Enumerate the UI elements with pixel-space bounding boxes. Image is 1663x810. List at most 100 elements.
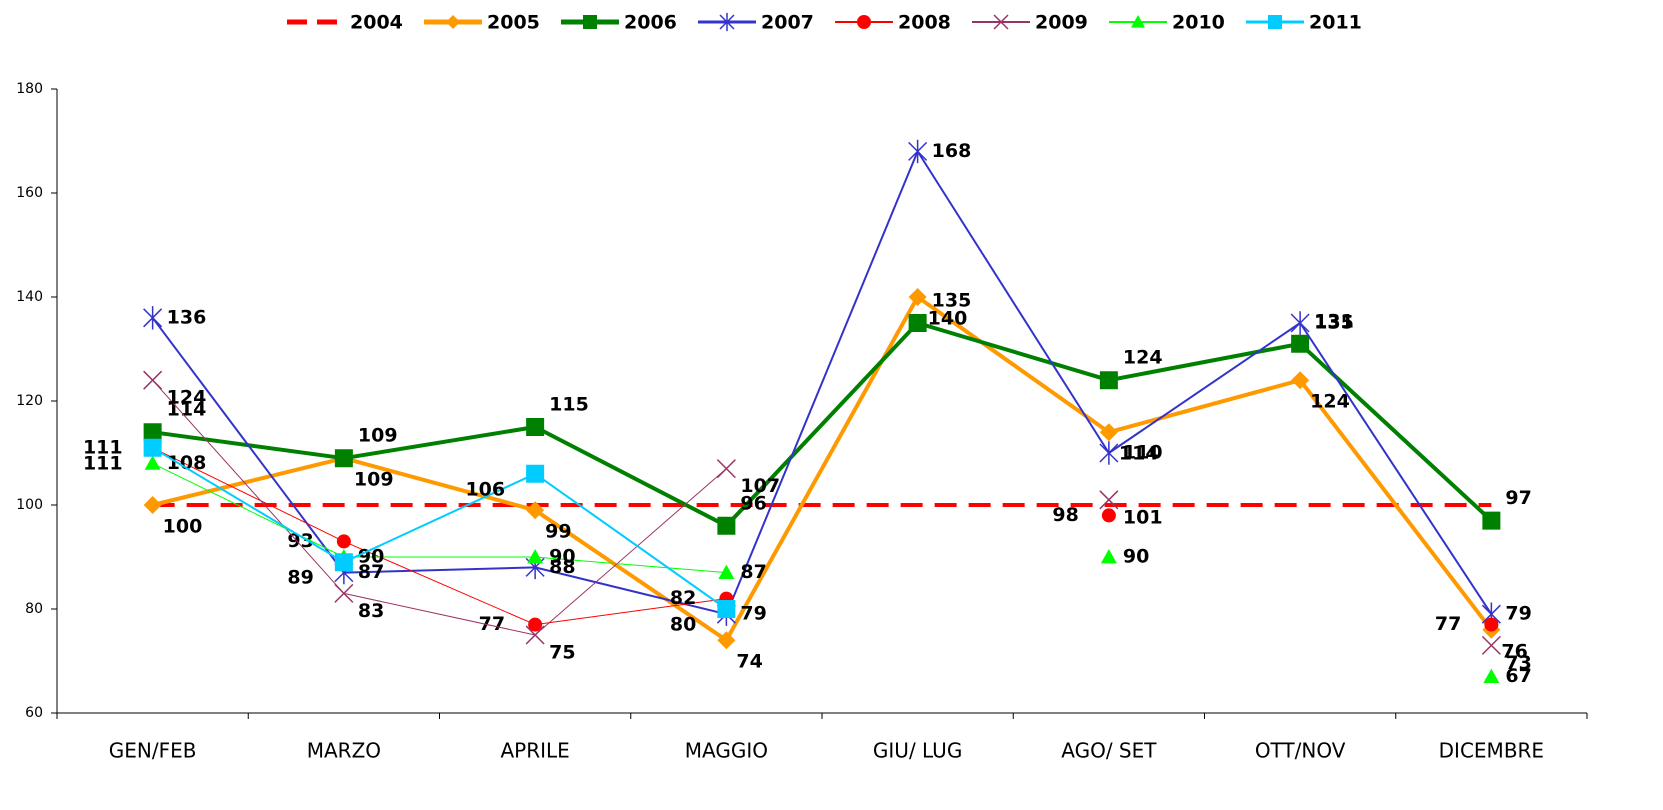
legend-label: 2004 xyxy=(350,12,403,34)
data-point xyxy=(1099,371,1118,390)
data-label: 77 xyxy=(1435,613,1461,635)
legend-marker xyxy=(1131,15,1145,28)
data-label: 124 xyxy=(1123,347,1163,369)
data-label: 109 xyxy=(358,425,398,447)
data-label: 90 xyxy=(1123,546,1149,568)
data-label: 99 xyxy=(545,521,571,543)
data-point xyxy=(1100,549,1117,564)
legend-marker xyxy=(857,15,871,29)
data-point xyxy=(143,370,163,390)
data-point xyxy=(528,617,543,632)
data-label: 79 xyxy=(740,603,766,625)
series-line xyxy=(152,321,1493,528)
legend-marker xyxy=(583,15,597,29)
x-tick-label: OTT/NOV xyxy=(1255,739,1346,763)
series-line xyxy=(153,463,1492,676)
legend-marker xyxy=(1268,15,1282,29)
data-label: 136 xyxy=(167,306,207,328)
series-line xyxy=(152,446,727,610)
data-label: 111 xyxy=(83,452,123,474)
data-label: 135 xyxy=(1314,312,1354,334)
data-label: 100 xyxy=(163,516,203,538)
y-tick-label: 60 xyxy=(25,705,43,721)
y-tick-label: 80 xyxy=(25,601,43,617)
legend-label: 2007 xyxy=(761,12,814,34)
data-label: 114 xyxy=(167,399,207,421)
data-point xyxy=(717,600,736,618)
x-tick-label: MARZO xyxy=(307,739,381,763)
data-label: 101 xyxy=(1123,506,1163,528)
legend-label: 2010 xyxy=(1172,12,1225,34)
y-tick-label: 120 xyxy=(16,393,43,409)
data-point xyxy=(526,501,545,520)
data-label: 124 xyxy=(167,387,207,409)
data-label: 67 xyxy=(1505,665,1531,687)
series-line xyxy=(152,295,1493,643)
data-point xyxy=(1482,511,1501,530)
data-point xyxy=(525,625,545,645)
y-tick-label: 140 xyxy=(16,289,43,305)
data-point xyxy=(1099,441,1119,465)
x-tick-label: APRILE xyxy=(500,739,569,763)
x-tick-label: DICEMBRE xyxy=(1439,739,1544,763)
data-label: 168 xyxy=(932,140,972,162)
data-point xyxy=(1481,635,1501,655)
data-point xyxy=(1291,334,1310,353)
data-label: 89 xyxy=(287,567,313,589)
data-label: 98 xyxy=(1052,504,1078,526)
data-label: 115 xyxy=(549,394,589,416)
data-point xyxy=(1290,311,1310,335)
legend-label: 2005 xyxy=(487,12,540,34)
data-label: 90 xyxy=(549,546,575,568)
legend-label: 2006 xyxy=(624,12,677,34)
data-label: 108 xyxy=(167,452,207,474)
data-label: 79 xyxy=(1505,603,1531,625)
y-tick-label: 180 xyxy=(16,81,43,97)
data-label: 93 xyxy=(287,530,313,552)
data-label: 107 xyxy=(740,475,780,497)
data-point xyxy=(527,549,544,564)
data-label: 87 xyxy=(740,561,766,583)
data-point xyxy=(717,631,736,650)
data-label: 97 xyxy=(1505,487,1531,509)
data-label: 80 xyxy=(670,614,696,636)
data-point xyxy=(1101,508,1116,523)
legend-label: 2009 xyxy=(1035,12,1088,34)
data-point xyxy=(336,534,351,549)
data-label: 135 xyxy=(932,290,972,312)
data-point xyxy=(1291,371,1310,390)
data-point xyxy=(1484,617,1499,632)
data-label: 75 xyxy=(549,642,575,664)
x-tick-label: GIU/ LUG xyxy=(873,739,962,763)
x-tick-label: GEN/FEB xyxy=(109,739,197,763)
legend-marker xyxy=(993,14,1009,30)
legend-label: 2011 xyxy=(1309,12,1362,34)
data-point xyxy=(143,306,163,330)
data-label: 77 xyxy=(479,613,505,635)
data-label: 124 xyxy=(1310,391,1350,413)
data-point xyxy=(1483,668,1500,683)
data-point xyxy=(526,464,545,483)
data-label: 111 xyxy=(83,436,123,458)
data-point xyxy=(718,564,735,579)
legend-marker xyxy=(719,12,735,32)
series-line xyxy=(153,380,1492,645)
data-point xyxy=(334,553,353,572)
data-point xyxy=(717,516,736,535)
data-label: 74 xyxy=(736,651,762,673)
y-tick-label: 160 xyxy=(16,185,43,201)
data-label: 83 xyxy=(358,600,384,622)
data-label: 131 xyxy=(1314,310,1354,332)
data-point xyxy=(143,496,162,514)
data-point xyxy=(1099,423,1118,442)
data-label: 82 xyxy=(670,587,696,609)
data-label: 110 xyxy=(1123,442,1163,464)
legend-label: 2008 xyxy=(898,12,951,34)
data-point xyxy=(1099,490,1119,510)
data-point xyxy=(908,288,927,306)
data-label: 109 xyxy=(354,469,394,491)
series-line xyxy=(151,150,1493,616)
data-point xyxy=(334,449,353,468)
data-label: 87 xyxy=(358,561,384,583)
data-label: 76 xyxy=(1501,640,1527,662)
